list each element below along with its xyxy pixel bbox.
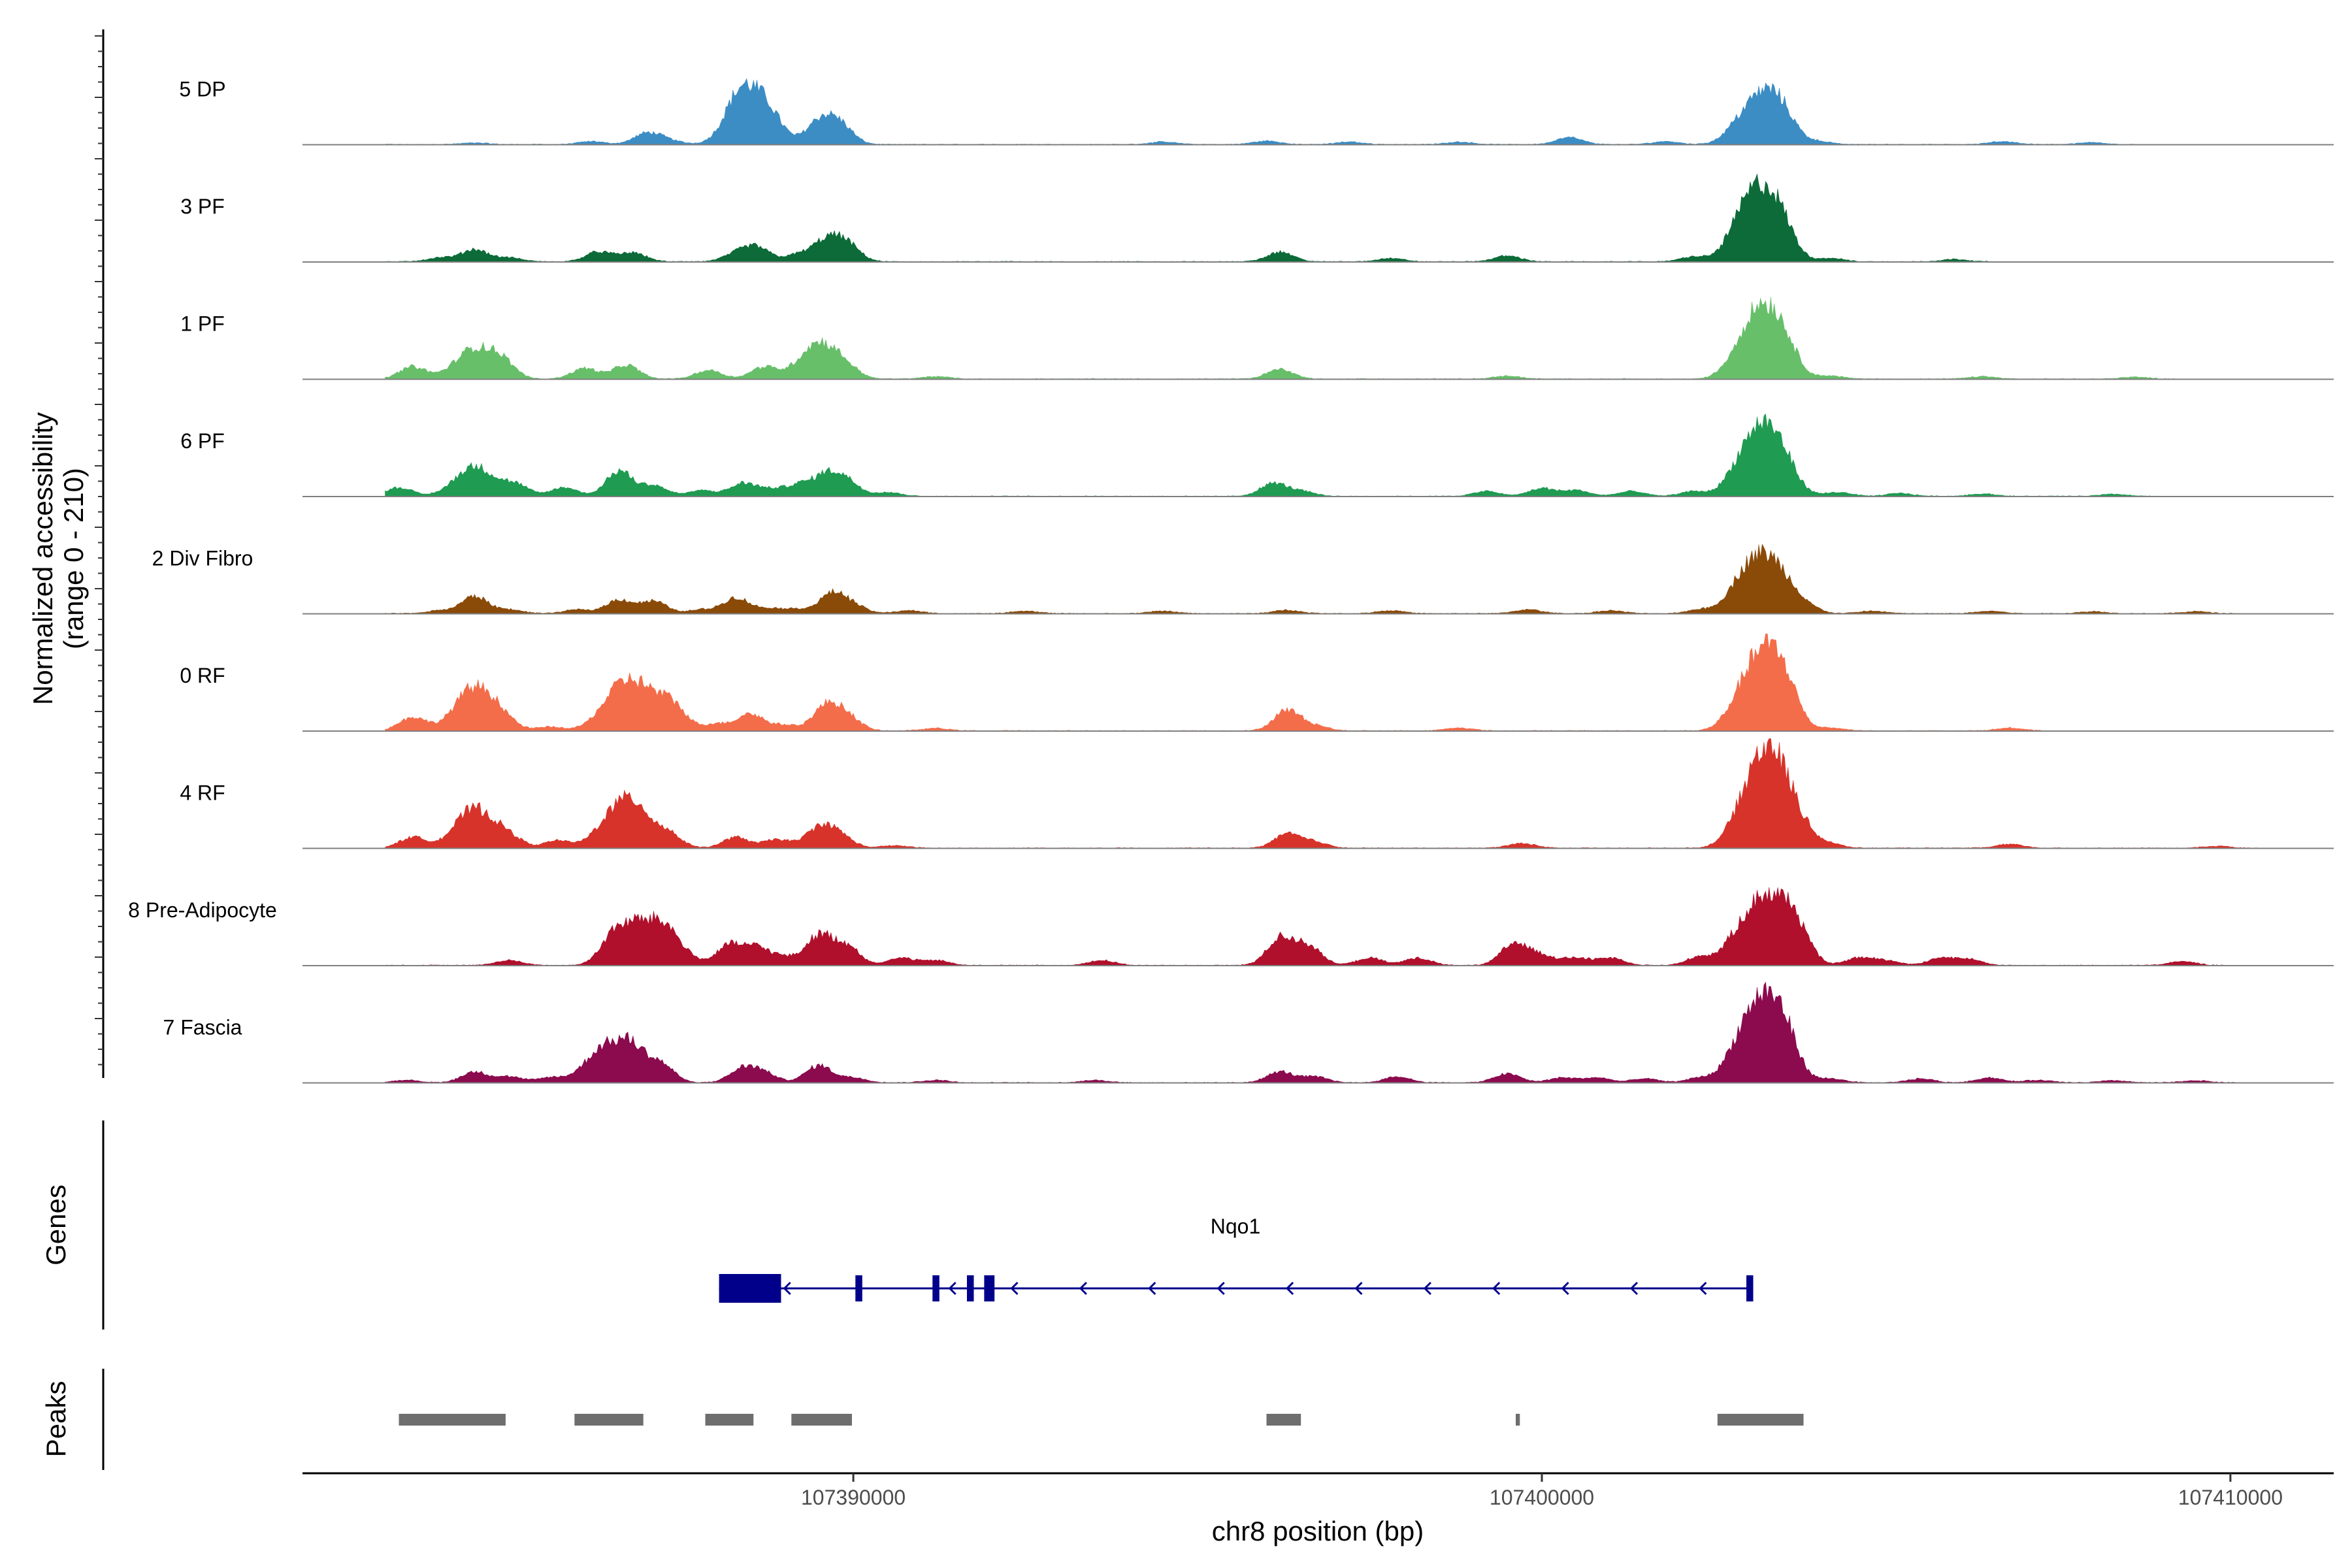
peak-region [574,1414,644,1426]
strand-arrow [1492,1281,1501,1296]
peak-region [791,1414,852,1426]
track-label: 7 Fascia [163,1016,242,1039]
coverage-area [385,297,2176,380]
genes-title: Genes [41,1184,71,1266]
track-label: 5 DP [179,78,225,101]
coverage-area [385,981,2238,1083]
peaks-track [399,1414,1804,1426]
coverage-area [385,887,2224,966]
x-tick-label: 107390000 [801,1486,906,1509]
coverage-area [385,78,2134,145]
track-4-rf: 4 RF [180,738,2334,849]
gene-label: Nqo1 [1211,1215,1261,1238]
coverage-area [385,414,2155,497]
strand-arrow [1217,1281,1225,1296]
peak-region [705,1414,754,1426]
gene-exon [967,1275,974,1301]
x-tick-label: 107400000 [1490,1486,1594,1509]
gene-exon [855,1275,862,1301]
peak-region [1516,1414,1520,1426]
coverage-area [385,174,1997,263]
strand-arrow [1561,1281,1569,1296]
gene-track: Nqo1 [719,1215,1754,1303]
strand-arrow [783,1281,791,1296]
track-label: 0 RF [180,664,225,687]
track-label: 1 PF [180,312,225,336]
track-3-pf: 3 PF [180,174,2334,263]
y-axis-range: (range 0 - 210) [58,468,89,649]
peak-region [399,1414,506,1426]
x-tick-label: 107410000 [2178,1486,2283,1509]
strand-arrow [1629,1281,1639,1296]
strand-arrow [1285,1281,1294,1296]
track-5-dp: 5 DP [179,78,2334,146]
peak-region [1266,1414,1301,1426]
strand-arrow [1699,1281,1707,1296]
coverage-area [385,738,2259,849]
strand-arrow [948,1281,956,1296]
coverage-y-ticks [95,35,103,1066]
track-label: 4 RF [180,781,225,805]
track-label: 8 Pre-Adipocyte [128,898,277,922]
y-axis-title: Normalized accessibility [27,412,58,705]
peaks-title: Peaks [41,1381,71,1458]
strand-arrow [1010,1281,1019,1296]
gene-exon [932,1275,939,1301]
coverage-area [385,633,2052,732]
track-8-pre-adipocyte: 8 Pre-Adipocyte [128,887,2334,966]
track-0-rf: 0 RF [180,633,2334,732]
track-label: 2 Div Fibro [152,547,253,570]
track-1-pf: 1 PF [180,297,2334,380]
x-axis-ticks: 107390000 107400000 107410000 [801,1473,2283,1509]
track-6-pf: 6 PF [180,414,2334,497]
gene-exon [1746,1275,1754,1301]
coverage-tracks: 5 DP 3 PF 1 PF 6 PF 2 Div Fibro 0 RF 4 RF 8 Pre… [128,78,2334,1084]
gene-exon [984,1275,995,1301]
peak-region [1717,1414,1804,1426]
track-7-fascia: 7 Fascia [163,981,2334,1084]
strand-arrow [1354,1281,1363,1296]
strand-arrow [1079,1281,1087,1296]
track-label: 3 PF [180,195,225,218]
strand-arrow [1423,1281,1431,1296]
gene-exon [719,1274,781,1303]
strand-arrow [1148,1281,1156,1296]
track-label: 6 PF [180,429,225,453]
x-axis-title: chr8 position (bp) [1212,1516,1424,1546]
coverage-area [385,543,2238,614]
track-2-div-fibro: 2 Div Fibro [152,543,2334,615]
